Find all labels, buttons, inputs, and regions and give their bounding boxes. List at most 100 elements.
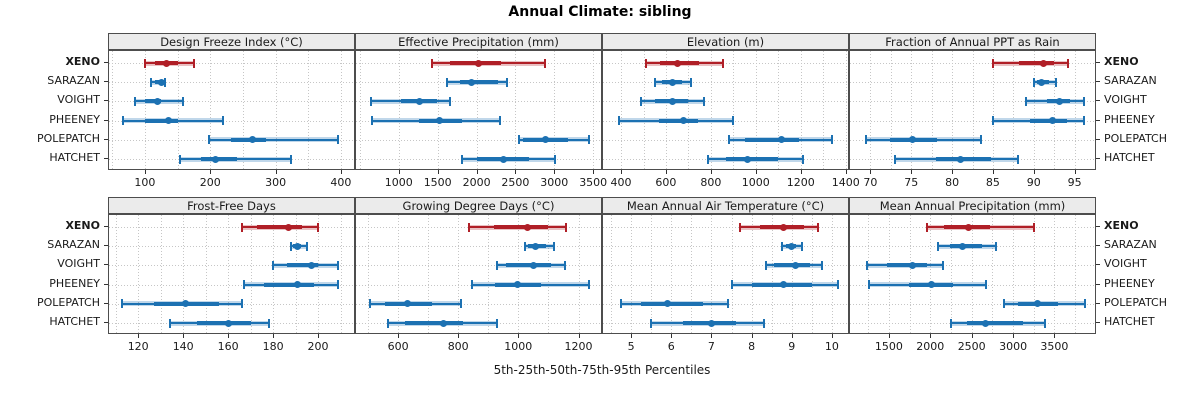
- axis-tick: [275, 170, 277, 174]
- axis-tick: [1054, 334, 1056, 338]
- panel-plot-frost-free-days: [108, 214, 355, 334]
- axis-tick: [800, 170, 802, 174]
- median-dot-xeno: [964, 223, 972, 231]
- gridline-x: [228, 215, 230, 333]
- median-dot-polepatch: [1034, 300, 1042, 308]
- interval-cap: [800, 241, 803, 251]
- median-dot-sarazan: [294, 242, 302, 250]
- site-label-hatchet: HATCHET: [1104, 151, 1155, 164]
- interval-cap: [267, 318, 270, 328]
- median-dot-hatchet: [500, 155, 508, 163]
- gridline-x: [160, 215, 162, 333]
- interval-cap: [553, 241, 556, 251]
- median-dot-xeno: [673, 59, 681, 67]
- median-dot-sarazan: [668, 78, 676, 86]
- gridline-x: [1013, 51, 1015, 169]
- row-tick: [104, 264, 108, 266]
- median-dot-polepatch: [778, 136, 786, 144]
- axis-tick: [138, 334, 140, 338]
- site-label-hatchet: HATCHET: [49, 315, 100, 328]
- gridline-x: [428, 215, 430, 333]
- strip-title: Growing Degree Days (°C): [402, 198, 555, 213]
- axis-tick-label: 75: [904, 176, 919, 189]
- gridline-x: [250, 215, 252, 333]
- gridline-x: [831, 215, 833, 333]
- interval-cap: [991, 58, 994, 68]
- chart-title: Annual Climate: sibling: [508, 4, 692, 20]
- panel-strip-effective-precipitation-mm-: Effective Precipitation (mm): [355, 33, 602, 50]
- axis-tick: [437, 170, 439, 174]
- panel-strip-elevation-m-: Elevation (m): [602, 33, 849, 50]
- median-dot-voight: [529, 261, 537, 269]
- gridline-x: [952, 51, 954, 169]
- axis-tick: [340, 170, 342, 174]
- interval-cap: [618, 116, 621, 126]
- gridline-x: [476, 51, 478, 169]
- axis-tick-label: 400: [330, 176, 352, 189]
- interval-25-75-band: [887, 263, 927, 268]
- gridline-x: [671, 215, 673, 333]
- interval-cap: [565, 222, 568, 232]
- interval-cap: [587, 135, 590, 145]
- interval-cap: [639, 96, 642, 106]
- interval-cap: [168, 318, 171, 328]
- interval-cap: [706, 154, 709, 164]
- axis-tick: [554, 170, 556, 174]
- gridline-x: [800, 51, 802, 169]
- gridline-x: [1075, 215, 1077, 333]
- axis-tick: [711, 334, 713, 338]
- median-dot-voight: [1056, 97, 1064, 105]
- interval-cap: [1002, 299, 1005, 309]
- interval-cap: [523, 241, 526, 251]
- median-dot-pheeney: [514, 281, 522, 289]
- median-dot-polepatch: [542, 136, 550, 144]
- gridline-x: [811, 215, 813, 333]
- median-dot-hatchet: [956, 155, 964, 163]
- row-tick: [104, 283, 108, 285]
- interval-cap: [991, 116, 994, 126]
- axis-tick-label: 200: [199, 176, 221, 189]
- interval-cap: [554, 154, 557, 164]
- interval-25-75-band: [405, 321, 464, 325]
- axis-tick: [971, 334, 973, 338]
- axis-tick-label: 1000: [384, 176, 413, 189]
- site-label-sarazan: SARAZAN: [1104, 238, 1157, 252]
- interval-cap: [980, 135, 983, 145]
- site-label-hatchet: HATCHET: [49, 151, 100, 164]
- gridline-x: [992, 51, 994, 169]
- median-dot-xeno: [162, 59, 170, 67]
- gridline-row: [603, 284, 848, 286]
- median-dot-xeno: [285, 223, 293, 231]
- interval-cap: [498, 116, 501, 126]
- gridline-x: [930, 215, 932, 333]
- axis-tick: [930, 334, 932, 338]
- gridline-x: [755, 51, 757, 169]
- row-tick: [1096, 81, 1100, 83]
- interval-cap: [762, 318, 765, 328]
- axis-tick-label: 90: [1026, 176, 1041, 189]
- gridline-row: [109, 63, 354, 64]
- axis-tick: [593, 170, 595, 174]
- row-tick: [104, 245, 108, 247]
- median-dot-xeno: [780, 223, 788, 231]
- axis-tick-label: 2500: [957, 340, 986, 353]
- gridline-x: [1033, 215, 1035, 333]
- interval-25-75-band: [264, 282, 314, 287]
- interval-25-75-band: [966, 321, 1023, 325]
- gridline-row: [603, 265, 848, 267]
- gridline-row: [603, 101, 848, 103]
- median-dot-voight: [153, 97, 161, 105]
- interval-25-75-band: [144, 118, 178, 123]
- site-label-polepatch: POLEPATCH: [37, 131, 100, 145]
- interval-cap: [689, 77, 692, 87]
- interval-cap: [471, 280, 474, 290]
- gridline-x: [890, 51, 892, 169]
- gridline-x: [731, 215, 733, 333]
- interval-cap: [207, 135, 210, 145]
- gridline-x: [791, 215, 793, 333]
- interval-cap: [836, 280, 839, 290]
- interval-cap: [732, 116, 735, 126]
- gridline-x: [621, 51, 622, 169]
- interval-cap: [816, 222, 819, 232]
- interval-cap: [121, 116, 124, 126]
